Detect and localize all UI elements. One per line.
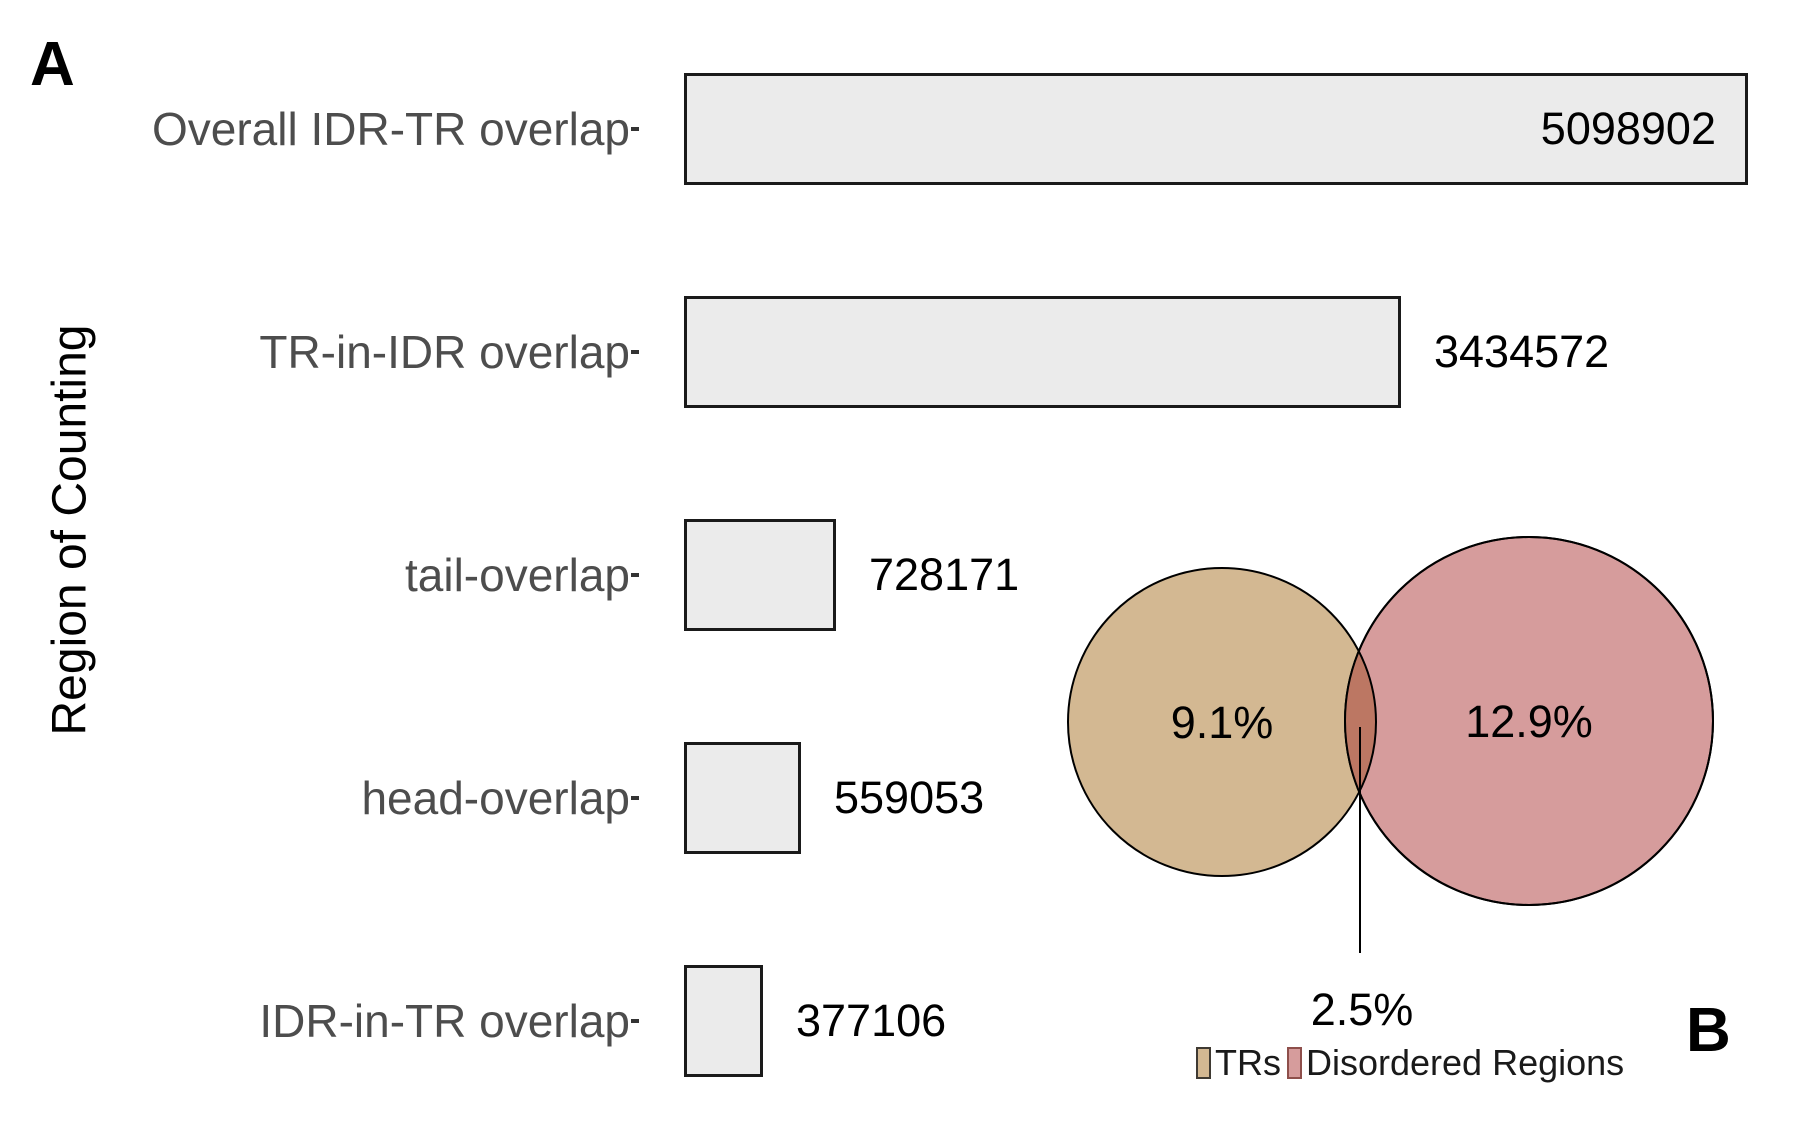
axis-tick bbox=[631, 127, 639, 131]
value-label: 3434572 bbox=[1434, 326, 1610, 377]
legend-item-disordered-regions: Disordered Regions bbox=[1287, 1042, 1624, 1084]
axis-tick bbox=[631, 350, 639, 354]
value-label: 559053 bbox=[834, 772, 985, 823]
bar bbox=[684, 742, 801, 854]
legend-label-trs: TRs bbox=[1215, 1042, 1281, 1083]
bar bbox=[684, 73, 1748, 185]
value-label: 377106 bbox=[796, 995, 947, 1046]
axis-tick bbox=[631, 573, 639, 577]
trs-swatch-icon bbox=[1196, 1047, 1211, 1079]
axis-tick bbox=[631, 1019, 639, 1023]
category-label: head-overlap bbox=[361, 772, 630, 824]
venn-right-circle-outline bbox=[1344, 536, 1714, 906]
venn-left-percent: 9.1% bbox=[1171, 697, 1274, 748]
disordered-regions-swatch-icon bbox=[1287, 1047, 1302, 1079]
category-label: Overall IDR-TR overlap bbox=[152, 103, 630, 155]
bar bbox=[684, 965, 763, 1077]
bar bbox=[684, 296, 1401, 408]
category-label: tail-overlap bbox=[405, 549, 630, 601]
axis-tick bbox=[631, 796, 639, 800]
legend-item-trs: TRs bbox=[1196, 1042, 1281, 1084]
value-label: 5098902 bbox=[1540, 103, 1716, 154]
category-label: IDR-in-TR overlap bbox=[259, 995, 630, 1047]
legend-label-disordered-regions: Disordered Regions bbox=[1306, 1042, 1625, 1083]
value-label: 728171 bbox=[869, 549, 1020, 600]
venn-right-percent: 12.9% bbox=[1465, 696, 1593, 747]
panel-b-label: B bbox=[1686, 996, 1731, 1065]
venn-intersection-percent: 2.5% bbox=[1310, 984, 1414, 1035]
category-label: TR-in-IDR overlap bbox=[259, 326, 630, 378]
venn-legend: TRs Disordered Regions bbox=[1196, 1042, 1624, 1084]
bar bbox=[684, 519, 836, 631]
venn-intersection-region bbox=[1345, 567, 1377, 877]
venn-diagram: 9.1% 12.9% bbox=[1067, 536, 1714, 953]
panel-a-label: A bbox=[30, 30, 75, 99]
